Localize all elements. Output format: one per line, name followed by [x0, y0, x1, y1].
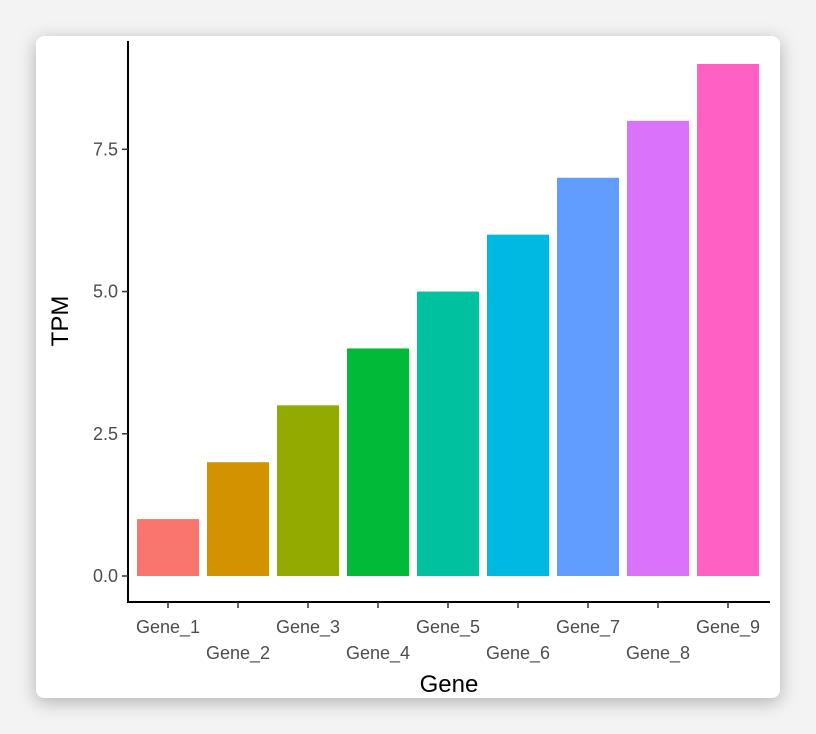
y-tick-label: 0.0 [93, 566, 118, 586]
bar-gene-9 [697, 63, 759, 577]
y-tick-label: 7.5 [93, 139, 118, 159]
x-tick-label: Gene_1 [136, 617, 200, 638]
x-tick-label: Gene_8 [626, 643, 690, 664]
bar-chart: 0.02.55.07.5 Gene_1Gene_2Gene_3Gene_4Gen… [47, 41, 770, 698]
x-tick-label: Gene_4 [346, 643, 410, 664]
bar-gene-5 [417, 291, 479, 576]
x-tick-label: Gene_9 [696, 617, 760, 638]
x-axis-ticks: Gene_1 Gene_2 Gene_3 Gene_4 Gene_5 Gene_6 Gene… [136, 602, 760, 664]
y-axis-title: TPM [47, 296, 74, 347]
bar-gene-7 [557, 177, 619, 576]
x-axis-title: Gene [420, 671, 479, 698]
x-tick-label: Gene_2 [206, 643, 270, 664]
y-tick-label: 5.0 [93, 282, 118, 302]
bar-gene-4 [347, 348, 409, 576]
bar-gene-3 [277, 405, 339, 576]
bars-group [137, 63, 759, 577]
bar-gene-1 [137, 519, 199, 576]
bar-gene-6 [487, 234, 549, 576]
x-tick-label: Gene_6 [486, 643, 550, 664]
y-axis-ticks: 0.0 2.5 5.0 7.5 [93, 139, 128, 586]
x-tick-label: Gene_5 [416, 617, 480, 638]
bar-gene-2 [207, 462, 269, 576]
x-tick-label: Gene_3 [276, 617, 340, 638]
y-tick-label: 2.5 [93, 424, 118, 444]
chart-card: 0.0 2.5 5.0 7.5 Gene_1 Gene_2 Gene_3 Gene_4 Gen… [36, 36, 780, 698]
bar-gene-8 [627, 120, 689, 576]
x-tick-label: Gene_7 [556, 617, 620, 638]
